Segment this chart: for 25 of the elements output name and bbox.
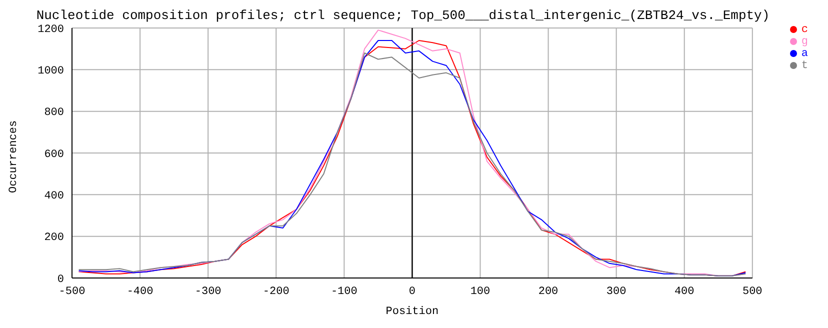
x-tick-label: -100 — [330, 286, 358, 298]
x-axis-title: Position — [386, 306, 439, 318]
legend-label: a — [801, 48, 808, 60]
y-axis-title: Occurrences — [8, 120, 20, 193]
x-tick-label: 100 — [470, 286, 490, 298]
x-tick-label: 300 — [606, 286, 626, 298]
x-tick-label: 0 — [408, 286, 416, 298]
legend-label: g — [801, 36, 808, 48]
y-tick-label: 800 — [44, 107, 64, 120]
y-tick-label: 200 — [44, 232, 64, 244]
x-tick-label: 200 — [538, 286, 558, 298]
legend-label: t — [801, 60, 808, 72]
x-tick-label: -300 — [194, 286, 222, 298]
x-tick-label: -400 — [126, 286, 154, 298]
x-tick-label: -200 — [262, 286, 290, 298]
y-tick-label: 600 — [44, 148, 64, 161]
x-tick-label: 400 — [674, 286, 694, 298]
y-tick-label: 400 — [44, 190, 64, 203]
y-tick-label: 1200 — [38, 24, 64, 36]
x-tick-label: -500 — [58, 286, 86, 298]
x-tick-label: 500 — [742, 286, 762, 298]
y-tick-label: 0 — [57, 274, 64, 286]
legend-label: c — [801, 24, 808, 36]
y-tick-label: 1000 — [38, 66, 64, 78]
chart-title: Nucleotide composition profiles; ctrl sequence; Top_500___distal_intergenic_(ZBTB24_vs._Empty) — [35, 8, 771, 23]
